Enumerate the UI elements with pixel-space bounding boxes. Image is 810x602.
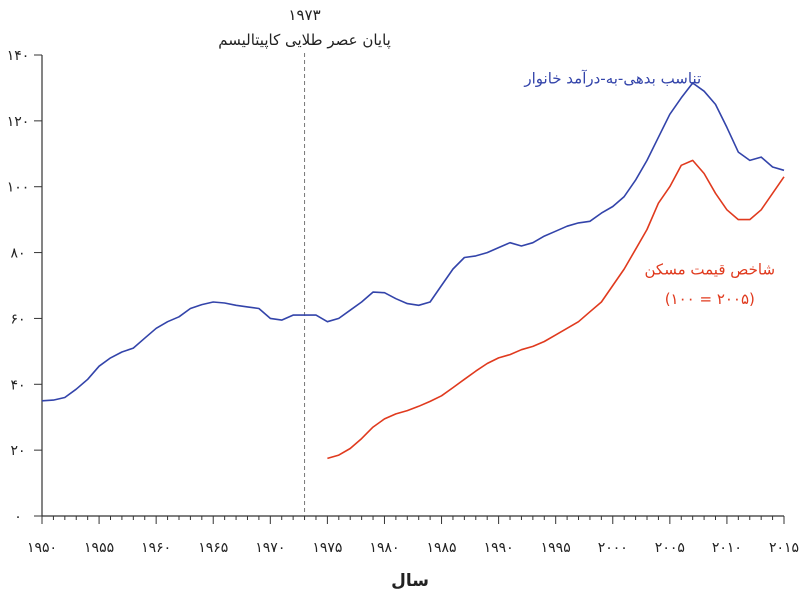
- x-tick-label: ۱۹۹۵: [541, 540, 571, 556]
- x-tick-label: ۱۹۶۵: [198, 540, 228, 556]
- y-tick-label: ۶۰: [10, 311, 25, 327]
- x-tick-label: ۱۹۶۰: [141, 540, 171, 556]
- x-tick-label: ۱۹۵۵: [84, 540, 114, 556]
- x-tick-label: ۱۹۷۰: [255, 540, 285, 556]
- series-line-house-price-index: [327, 159, 785, 460]
- x-tick-label: ۱۹۵۰: [27, 540, 57, 556]
- annotation-1973: ۱۹۷۳ پایان عصر طلایی کاپیتالیسم: [218, 6, 391, 516]
- x-tick-label: ۲۰۰۵: [655, 540, 685, 556]
- y-tick-label: ۱۰۰: [7, 180, 30, 196]
- y-tick-label: ۴۰: [10, 377, 25, 393]
- x-tick-label: ۱۹۷۵: [312, 540, 342, 556]
- annotation-text: پایان عصر طلایی کاپیتالیسم: [218, 31, 391, 50]
- series-lines: [41, 82, 785, 460]
- y-tick-label: ۸۰: [10, 246, 25, 262]
- x-tick-label: ۲۰۰۰: [598, 540, 628, 556]
- x-tick-label: ۱۹۸۵: [426, 540, 456, 556]
- x-axis-title: سال: [391, 571, 429, 591]
- y-tick-label: ۰: [14, 509, 22, 525]
- y-tick-label: ۲۰: [10, 443, 25, 459]
- x-axis-ticks: ۱۹۵۰ ۱۹۵۵ ۱۹۶۰ ۱۹۶۵ ۱۹۷۰ ۱۹۷۵ ۱۹۸۰ ۱۹۸۵ ۱۹۹۰ ۱۹۹۵…: [27, 516, 799, 556]
- series-line-debt-to-income: [41, 82, 785, 402]
- y-axis-ticks: ۰ ۲۰ ۴۰ ۶۰ ۸۰ ۱۰۰ ۱۲۰ ۱۴۰: [7, 48, 42, 525]
- x-tick-label: ۲۰۱۰: [712, 540, 742, 556]
- axes: [41, 55, 784, 517]
- annotation-year-label: ۱۹۷۳: [288, 6, 320, 24]
- series-label-house-price-base: (۱۰۰ = ۲۰۰۵): [665, 290, 755, 308]
- x-tick-label: ۱۹۹۰: [484, 540, 514, 556]
- series-label-house-price-index: شاخص قیمت مسکن: [645, 260, 776, 278]
- series-label-debt-to-income: تناسب بدهی-به-درآمد خانوار: [523, 69, 701, 87]
- y-tick-label: ۱۴۰: [7, 48, 30, 64]
- x-tick-label: ۱۹۸۰: [369, 540, 399, 556]
- x-tick-label: ۲۰۱۵: [769, 540, 799, 556]
- y-tick-label: ۱۲۰: [7, 114, 30, 130]
